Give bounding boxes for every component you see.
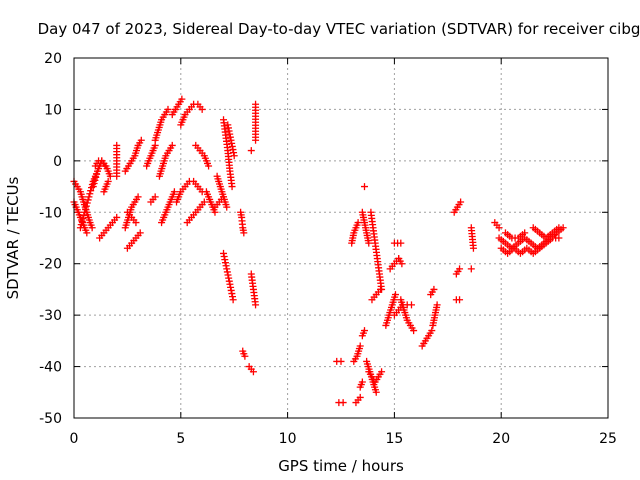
data-point	[93, 170, 101, 178]
data-point	[164, 105, 172, 113]
data-point	[200, 198, 208, 206]
data-point	[377, 285, 385, 293]
data-point	[247, 147, 255, 155]
data-point	[168, 141, 176, 149]
data-point	[521, 229, 529, 237]
x-axis-label: GPS time / hours	[278, 457, 404, 475]
data-point	[397, 239, 405, 247]
data-point	[555, 234, 563, 242]
data-point	[360, 327, 368, 335]
data-point	[223, 203, 231, 211]
data-point	[81, 208, 89, 216]
data-point	[88, 224, 96, 232]
y-tick-label: -40	[39, 360, 62, 376]
y-tick-label: -10	[39, 205, 62, 221]
data-point	[77, 221, 85, 229]
y-tick-label: 0	[53, 154, 62, 170]
data-point	[90, 179, 98, 187]
plot-frame	[73, 57, 609, 419]
x-tick-labels: 0 5 10 15 20 25	[70, 431, 617, 447]
data-point	[430, 285, 438, 293]
data-point	[228, 183, 236, 191]
data-point	[113, 172, 121, 180]
data-point	[92, 173, 100, 181]
data-point	[356, 393, 364, 401]
data-point	[87, 187, 95, 195]
y-tick-label: -20	[39, 257, 62, 273]
data-point	[495, 224, 503, 232]
data-point	[178, 95, 186, 103]
chart-title: Day 047 of 2023, Sidereal Day-to-day VTE…	[38, 20, 640, 38]
data-point	[137, 136, 145, 144]
data-point	[229, 296, 237, 304]
x-tick-label: 15	[385, 431, 403, 447]
data-point	[84, 196, 92, 204]
data-point	[240, 229, 248, 237]
data-points	[70, 95, 567, 407]
data-point	[91, 176, 99, 184]
data-point	[252, 136, 260, 144]
y-tick-label: -50	[39, 411, 62, 427]
data-point	[456, 296, 464, 304]
data-point	[78, 218, 86, 226]
data-point	[407, 301, 415, 309]
data-point	[360, 183, 368, 191]
data-point	[433, 301, 441, 309]
x-tick-label: 0	[70, 431, 79, 447]
data-point	[469, 244, 477, 252]
data-point	[339, 399, 347, 407]
data-point	[85, 193, 93, 201]
data-point	[457, 198, 465, 206]
y-tick-label: 20	[44, 51, 62, 67]
data-point	[134, 193, 142, 201]
data-point	[428, 327, 436, 335]
data-point	[337, 357, 345, 365]
data-point	[354, 219, 362, 227]
data-point	[252, 301, 260, 309]
data-point	[89, 183, 97, 191]
y-tick-label: -30	[39, 308, 62, 324]
y-tick-labels: -50 -40 -30 -20 -10 0 10 20	[39, 51, 62, 427]
data-point	[230, 152, 238, 160]
data-point	[456, 265, 464, 273]
data-point	[151, 193, 159, 201]
data-point	[391, 291, 399, 299]
data-point	[83, 199, 91, 207]
data-point	[372, 388, 380, 396]
data-point	[86, 190, 94, 198]
data-point	[136, 229, 144, 237]
data-point	[398, 260, 406, 268]
data-point	[467, 265, 475, 273]
x-tick-label: 25	[599, 431, 617, 447]
data-point	[83, 229, 91, 237]
data-point	[113, 213, 121, 221]
x-tick-label: 5	[176, 431, 185, 447]
data-point	[82, 202, 90, 210]
data-point	[80, 211, 88, 219]
data-point	[132, 219, 140, 227]
grid-lines	[74, 58, 608, 418]
data-point	[378, 368, 386, 376]
data-point	[249, 368, 257, 376]
data-point	[358, 378, 366, 386]
y-tick-label: 10	[44, 102, 62, 118]
x-tick-label: 10	[279, 431, 297, 447]
data-point	[241, 352, 249, 360]
data-point	[79, 214, 87, 222]
data-point	[101, 162, 109, 170]
data-point	[365, 239, 373, 247]
data-point	[170, 188, 178, 196]
data-point	[104, 177, 112, 185]
data-point	[205, 162, 213, 170]
y-axis-label: SDTVAR / TECUs	[4, 176, 22, 299]
data-point	[356, 342, 364, 350]
data-point	[198, 105, 206, 113]
data-point	[555, 224, 563, 232]
data-point	[82, 205, 90, 213]
x-tick-label: 20	[492, 431, 510, 447]
data-point	[76, 224, 84, 232]
data-point	[106, 172, 114, 180]
data-point	[410, 327, 418, 335]
